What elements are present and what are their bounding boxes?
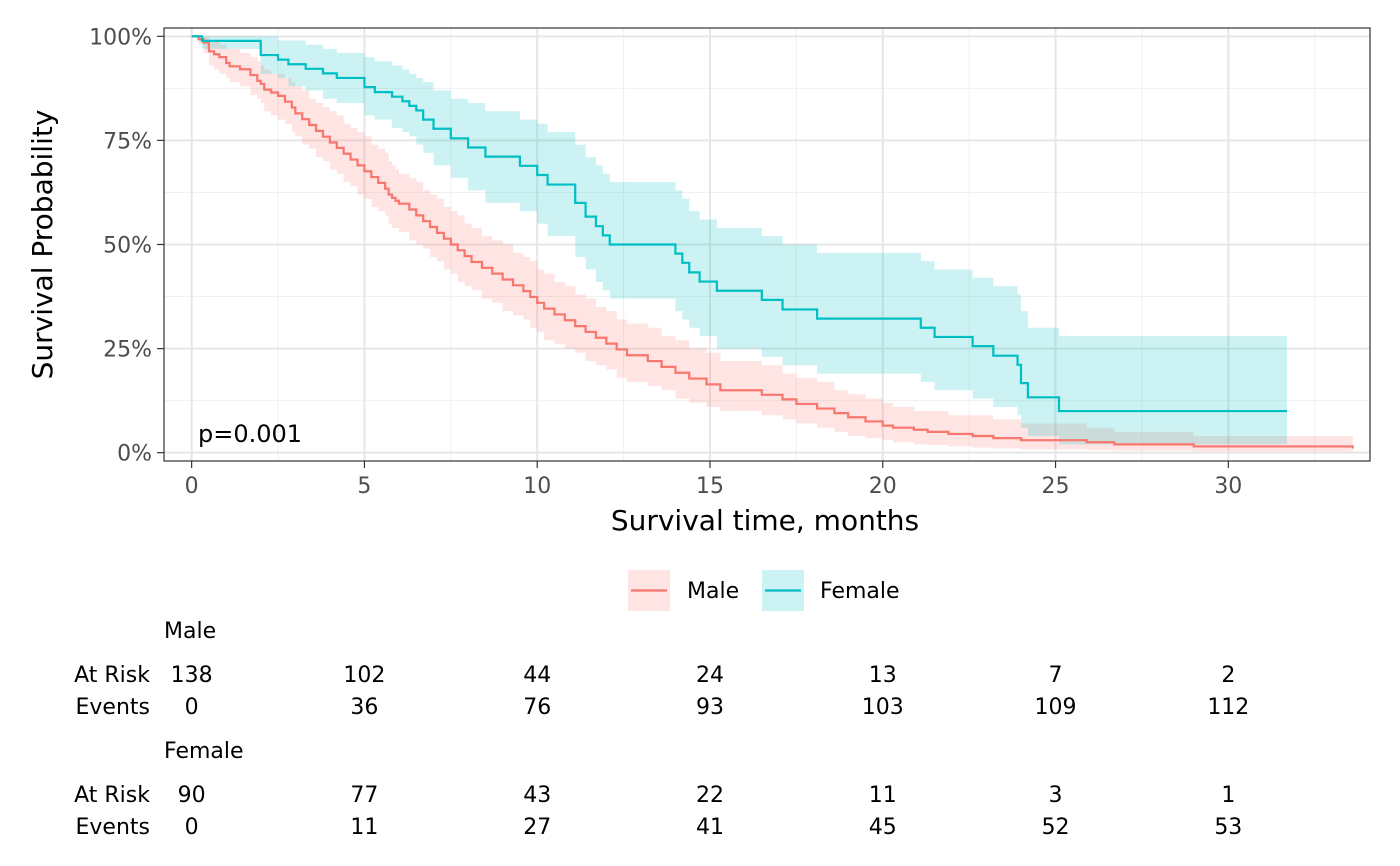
risk-table-cell: 41: [696, 815, 724, 840]
risk-table-cell: 45: [869, 815, 897, 840]
y-tick-label: 0%: [117, 442, 152, 467]
risk-table-cell: 138: [171, 663, 213, 688]
confidence-band-male: [191, 36, 1353, 452]
y-tick-label: 75%: [103, 129, 152, 154]
risk-table-cell: 24: [696, 663, 724, 688]
legend: Male Female: [628, 570, 900, 611]
x-tick-label: 30: [1214, 474, 1242, 499]
risk-table-cell: 77: [350, 783, 378, 808]
risk-table-cell: 102: [343, 663, 385, 688]
risk-table-cell: 0: [185, 695, 199, 720]
risk-table-cell: 109: [1035, 695, 1077, 720]
risk-table-cell: 93: [696, 695, 724, 720]
risk-table-cell: 2: [1221, 663, 1235, 688]
x-axis-label: Survival time, months: [611, 504, 919, 537]
risk-table-group-title: Female: [164, 739, 244, 764]
y-tick-label: 25%: [103, 338, 152, 363]
risk-table-cell: 1: [1221, 783, 1235, 808]
risk-table-cell: 3: [1049, 783, 1063, 808]
risk-table-cell: 27: [523, 815, 551, 840]
x-tick-label: 5: [357, 474, 371, 499]
risk-table-cell: 43: [523, 783, 551, 808]
risk-table-cell: 36: [350, 695, 378, 720]
x-tick-label: 0: [185, 474, 199, 499]
risk-table-cell: 44: [523, 663, 551, 688]
y-tick-label: 50%: [103, 234, 152, 259]
risk-table-cell: 0: [185, 815, 199, 840]
p-value-annotation: p=0.001: [198, 420, 302, 448]
risk-table-cell: 112: [1207, 695, 1249, 720]
risk-table-row-label: At Risk: [74, 663, 150, 688]
risk-table-cell: 76: [523, 695, 551, 720]
risk-table-cell: 11: [869, 783, 897, 808]
y-axis-label: Survival Probability: [26, 110, 59, 380]
risk-table-row-label: Events: [76, 815, 151, 840]
risk-table-row-label: At Risk: [74, 783, 150, 808]
risk-table-group-title: Male: [164, 619, 216, 644]
survival-curves: [191, 35, 1354, 449]
risk-table-cell: 53: [1214, 815, 1242, 840]
risk-table-cell: 11: [350, 815, 378, 840]
risk-table-cell: 13: [869, 663, 897, 688]
y-tick-label: 100%: [89, 25, 152, 50]
risk-table-cell: 52: [1042, 815, 1070, 840]
survival-curve-male: [191, 35, 1354, 449]
legend-label-male: Male: [687, 579, 739, 604]
x-tick-label: 25: [1042, 474, 1070, 499]
survival-curve-female: [191, 35, 1288, 413]
risk-table-row-label: Events: [76, 695, 151, 720]
risk-table-cell: 103: [862, 695, 904, 720]
grid-lines: [164, 28, 1370, 461]
legend-label-female: Female: [820, 579, 900, 604]
x-tick-label: 15: [696, 474, 724, 499]
x-tick-label: 20: [869, 474, 897, 499]
x-tick-label: 10: [523, 474, 551, 499]
risk-table-cell: 7: [1049, 663, 1063, 688]
risk-table-cell: 22: [696, 783, 724, 808]
axes: 0 5 10 15 20 25 30 0% 25% 50% 75% 100%: [89, 25, 1242, 499]
risk-table-cell: 90: [178, 783, 206, 808]
